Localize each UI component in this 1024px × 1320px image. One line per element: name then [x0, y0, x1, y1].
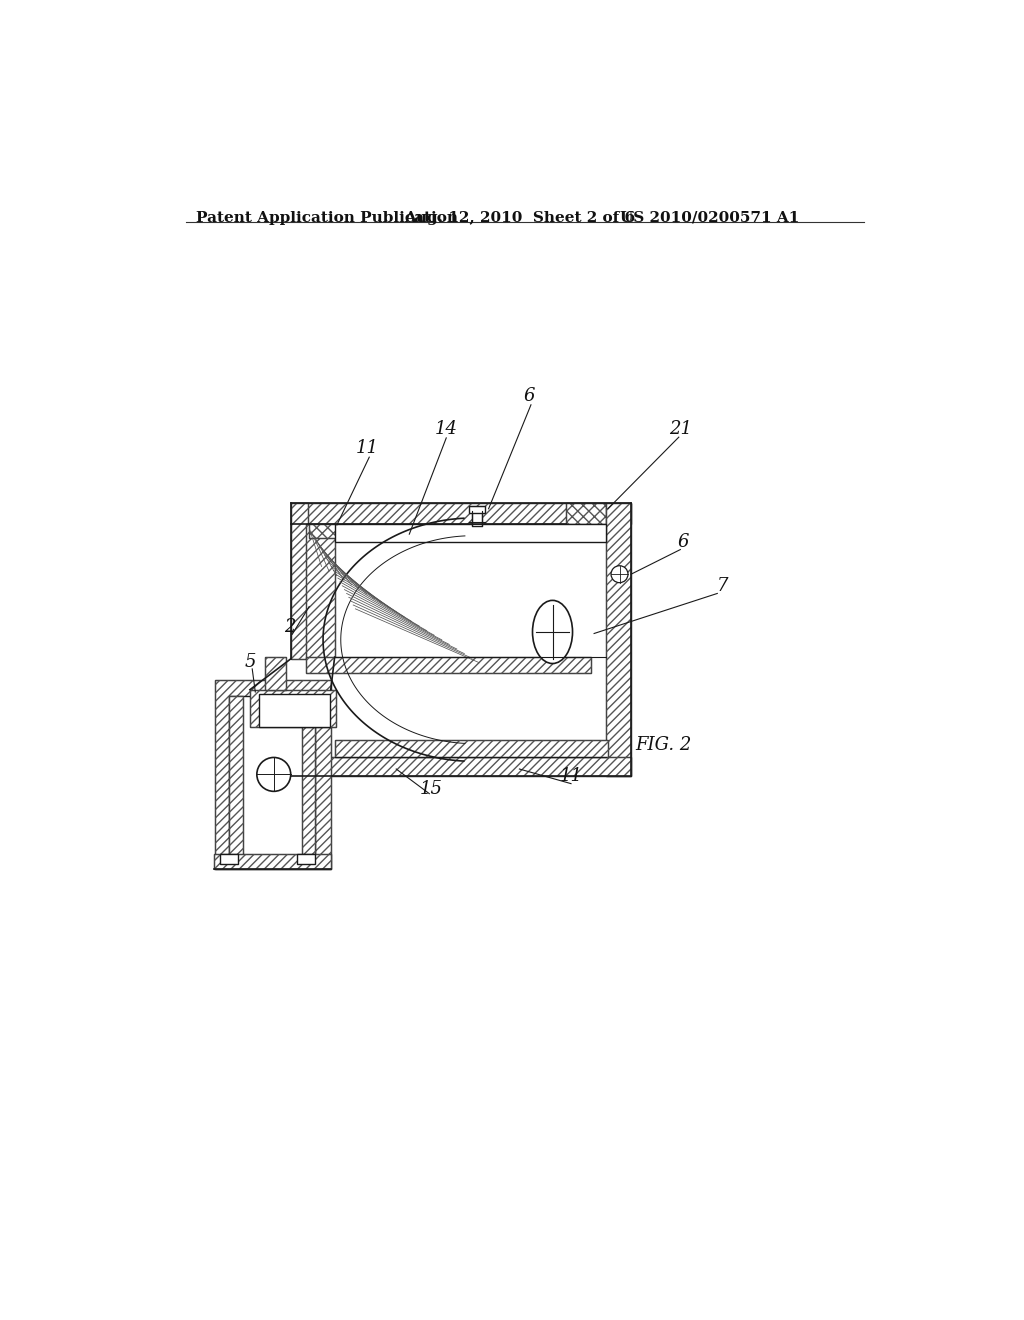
Bar: [215, 681, 331, 869]
Bar: [335, 524, 606, 543]
Text: 11: 11: [356, 438, 379, 457]
Bar: [291, 758, 631, 776]
Bar: [606, 503, 631, 776]
Bar: [309, 524, 392, 539]
Text: 15: 15: [419, 780, 442, 797]
Bar: [335, 739, 608, 758]
Text: 11: 11: [560, 767, 584, 784]
Bar: [229, 696, 243, 857]
Bar: [229, 696, 315, 857]
Bar: [301, 696, 315, 857]
Bar: [215, 681, 331, 869]
Bar: [306, 657, 591, 673]
Bar: [250, 689, 336, 726]
Bar: [291, 503, 631, 524]
Bar: [306, 524, 335, 659]
Bar: [306, 657, 591, 673]
Bar: [306, 524, 335, 659]
Bar: [297, 854, 315, 863]
Bar: [250, 689, 336, 726]
Bar: [291, 503, 631, 524]
Bar: [301, 696, 315, 857]
Text: 14: 14: [435, 420, 458, 438]
Bar: [565, 503, 606, 524]
Text: 5: 5: [245, 652, 256, 671]
Ellipse shape: [532, 601, 572, 664]
Bar: [335, 739, 608, 758]
Bar: [291, 503, 307, 659]
Bar: [309, 524, 392, 539]
Bar: [291, 758, 631, 776]
Bar: [214, 854, 331, 869]
Text: 21: 21: [670, 420, 692, 438]
Bar: [229, 696, 243, 857]
Text: 7: 7: [717, 577, 729, 595]
Circle shape: [611, 566, 628, 582]
Text: 6: 6: [523, 387, 535, 405]
Text: US 2010/0200571 A1: US 2010/0200571 A1: [620, 211, 799, 224]
Bar: [264, 657, 286, 689]
Text: FIG. 2: FIG. 2: [635, 735, 691, 754]
Bar: [472, 511, 482, 527]
Bar: [220, 854, 239, 863]
Text: 6: 6: [677, 533, 689, 552]
Text: Aug. 12, 2010  Sheet 2 of 6: Aug. 12, 2010 Sheet 2 of 6: [403, 211, 635, 224]
Bar: [469, 507, 484, 512]
Bar: [264, 657, 286, 689]
Text: 2: 2: [285, 618, 296, 636]
Circle shape: [257, 758, 291, 792]
Bar: [565, 503, 606, 524]
Bar: [259, 693, 330, 726]
Bar: [291, 503, 307, 659]
Bar: [214, 854, 331, 869]
Text: Patent Application Publication: Patent Application Publication: [196, 211, 458, 224]
Bar: [606, 503, 631, 776]
